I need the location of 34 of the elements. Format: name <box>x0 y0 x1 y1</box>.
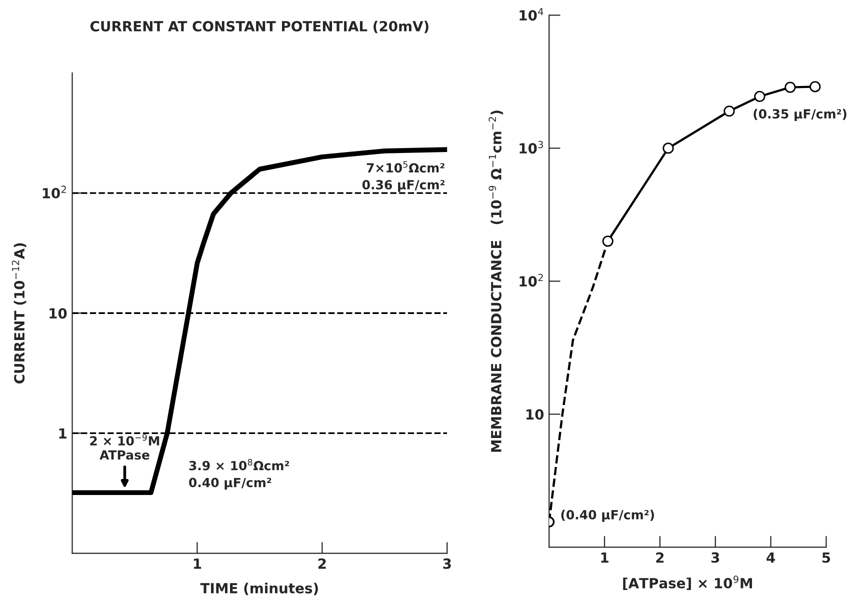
y-tick-label: 1 <box>59 428 66 438</box>
x-tick-label: 1 <box>601 552 608 563</box>
x-tick-label: 2 <box>318 558 326 569</box>
annotation: (0.35 µF/cm²) <box>754 108 846 122</box>
y-tick-label: 10 <box>50 308 67 319</box>
point <box>602 236 614 247</box>
annotation: (0.40 µF/cm²) <box>561 510 654 522</box>
point <box>724 106 735 117</box>
x-tick-label: 5 <box>822 552 830 563</box>
annotation: 7×10$^{5}$Ωcm² <box>366 161 444 173</box>
y-tick-label: 10$^{4}$ <box>520 8 544 21</box>
x-tick-label: 3 <box>443 558 451 569</box>
point <box>662 142 674 154</box>
x-axis-title: TIME (minutes) <box>200 582 318 596</box>
point <box>810 81 821 92</box>
y-tick-label: 10 <box>526 409 544 420</box>
annotation: 0.40 µF/cm² <box>189 478 272 490</box>
x-tick-label: 2 <box>656 552 664 563</box>
y-axis-title: CURRENT (10$^{−12}$A) <box>12 243 26 384</box>
y-tick-label: 10$^{2}$ <box>42 186 66 198</box>
y-axis-title: MEMBRANE CONDUCTANCE (10$^{−9}$ Ω$^{−1}$cm$^{−2}$) <box>488 110 504 452</box>
x-tick-label: 3 <box>711 552 720 563</box>
point <box>754 90 766 102</box>
line-series <box>72 147 448 496</box>
annotation: 0.36 µF/cm² <box>362 180 445 192</box>
x-axis-title: [ATPase] × 10$^{9}$M <box>623 576 752 590</box>
annotation: 3.9 × 10$^{8}$Ωcm² <box>189 458 290 470</box>
x-tick-label: 1 <box>194 558 202 569</box>
x-tick-label: 4 <box>766 552 775 563</box>
y-tick-label: 10$^{2}$ <box>520 274 543 287</box>
y-tick-label: 10$^{3}$ <box>520 140 543 154</box>
annotation: 2 × 10$^{−9}$M ATPase <box>90 434 160 460</box>
point <box>784 82 796 93</box>
chart-title: CURRENT AT CONSTANT POTENTIAL (20mV) <box>90 20 428 34</box>
